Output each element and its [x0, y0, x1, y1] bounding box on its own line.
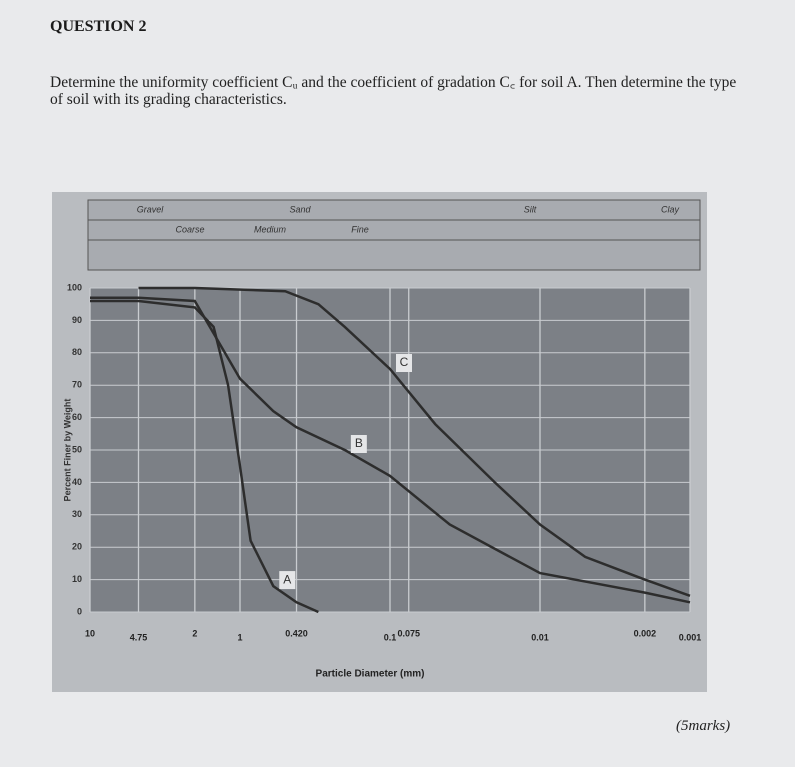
x-tick-label: 0.075 — [397, 628, 420, 638]
x-tick-label: 10 — [85, 628, 95, 638]
y-tick-label: 40 — [72, 477, 82, 487]
x-tick-label: 1 — [237, 632, 242, 642]
x-tick-label: 0.01 — [531, 632, 549, 642]
curve-label-box — [350, 435, 367, 453]
class-label: Fine — [351, 224, 369, 234]
curve-label: A — [283, 572, 291, 586]
class-label: Sand — [289, 204, 311, 214]
y-tick-label: 0 — [77, 606, 82, 616]
curve-label: C — [400, 355, 409, 369]
curve-label: B — [355, 436, 363, 450]
y-tick-label: 60 — [72, 412, 82, 422]
x-tick-label: 0.420 — [285, 628, 308, 638]
y-tick-label: 30 — [72, 509, 82, 519]
question-text: Determine the uniformity coefficient Cᵤ … — [50, 74, 737, 108]
class-label: Coarse — [175, 224, 204, 234]
grading-curve — [138, 286, 691, 597]
grading-curve — [90, 296, 691, 604]
x-tick-label: 4.75 — [130, 632, 148, 642]
x-tick-label: 0.1 — [384, 632, 397, 642]
y-tick-label: 90 — [72, 315, 82, 325]
x-tick-label: 2 — [192, 628, 197, 638]
y-tick-label: 70 — [72, 380, 82, 390]
x-tick-label: 0.001 — [679, 632, 702, 642]
class-label: Silt — [524, 204, 537, 214]
y-tick-label: 50 — [72, 444, 82, 454]
class-header — [87, 199, 701, 271]
class-label: Gravel — [137, 204, 165, 214]
curve-label-box — [279, 571, 296, 590]
x-axis-label: Particle Diameter (mm) — [316, 669, 425, 680]
y-axis-label: Percent Finer by Weight — [62, 399, 72, 502]
y-tick-label: 20 — [72, 542, 82, 552]
x-tick-label: 0.002 — [634, 628, 657, 638]
question-title: QUESTION 2 — [50, 18, 147, 35]
grading-curve — [90, 299, 319, 614]
curve-label-box — [396, 354, 412, 372]
y-tick-label: 100 — [67, 282, 82, 292]
class-label: Clay — [661, 204, 680, 214]
class-label: Medium — [254, 224, 287, 234]
y-tick-label: 10 — [72, 574, 82, 584]
marks: (5marks) — [676, 718, 731, 734]
y-tick-label: 80 — [72, 347, 82, 357]
